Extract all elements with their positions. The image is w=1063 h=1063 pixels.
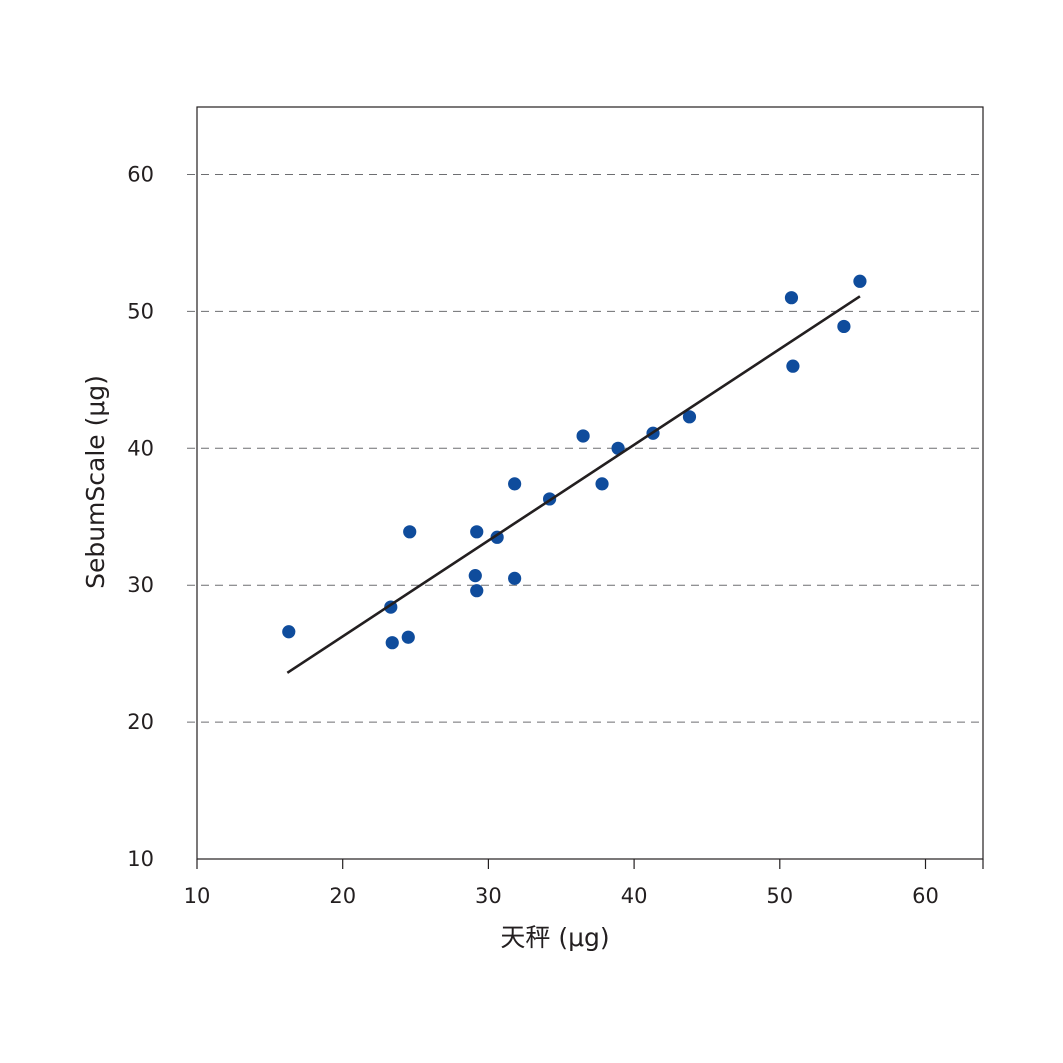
y-tick-label: 10 [127,847,154,871]
trendline-group [286,295,861,674]
y-tick-label: 60 [127,163,154,187]
data-point [470,525,484,539]
grid-lines [187,174,983,723]
x-tick-label: 20 [329,884,356,908]
y-axis-title: SebumScale (μg) [81,375,110,589]
data-point [784,291,799,305]
x-axis-title: 天秤 (μg) [500,923,609,952]
y-tick-label: 20 [127,710,154,734]
y-tick-label: 50 [127,299,154,323]
x-tick-label: 40 [621,884,648,908]
trendline [286,295,861,674]
data-point [468,569,482,583]
data-point [786,359,800,373]
data-point [401,630,415,644]
data-point [595,477,609,491]
y-tick-label: 40 [127,436,154,460]
y-tick-label: 30 [127,573,154,597]
data-point [470,584,484,598]
plot-frame [196,106,984,860]
data-point [837,319,851,334]
data-point [508,571,522,585]
data-point [508,477,522,491]
data-point [282,625,296,639]
data-point [385,636,399,650]
data-point [611,441,625,455]
y-axis-ticks: 10 20 30 40 50 60 [127,163,154,872]
data-point [403,525,417,539]
x-tick-label: 60 [912,884,939,908]
data-point [576,429,590,443]
x-tick-label: 10 [184,884,211,908]
data-point [853,274,867,288]
data-points [282,274,867,650]
data-point [682,410,697,424]
x-tick-label: 30 [475,884,502,908]
x-axis-ticks: 10 20 30 40 50 60 [184,859,984,908]
x-tick-label: 50 [766,884,793,908]
